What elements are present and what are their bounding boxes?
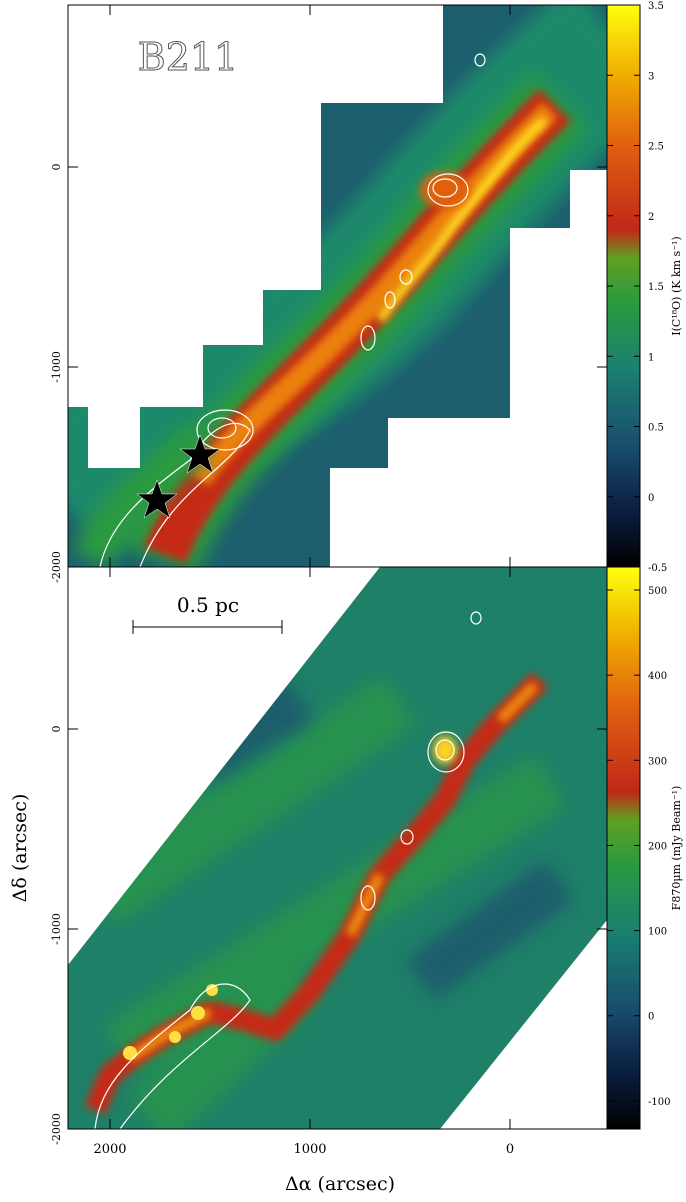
y-axis-label: Δδ (arcsec) xyxy=(9,794,31,903)
colorbar-bottom xyxy=(606,566,641,1130)
colorbar-tick-label: 0 xyxy=(648,1012,654,1023)
scale-bar xyxy=(132,620,283,634)
colorbar-tick-label: 0.5 xyxy=(648,423,664,434)
colorbar-label: F870μm (mJy Beam⁻¹) xyxy=(670,786,683,911)
colorbar-tick-label: 1 xyxy=(648,352,654,363)
colorbar-tick-label: 0 xyxy=(648,493,654,504)
x-tick-label: 0 xyxy=(506,1142,514,1157)
colorbar-label: I(C¹⁸O) (K km s⁻¹) xyxy=(670,236,683,335)
y-tick-label: 0 xyxy=(50,164,63,171)
y-tick-label: -1000 xyxy=(50,351,63,383)
map-bottom xyxy=(68,567,607,1129)
map-top xyxy=(68,5,607,567)
y-tick-label: -1000 xyxy=(50,913,63,945)
scale-label: 0.5 pc xyxy=(177,593,239,617)
x-axis-label: Δα (arcsec) xyxy=(285,1173,395,1195)
colorbar-tick-label: 2 xyxy=(648,212,654,223)
colorbar-tick-label: 1.5 xyxy=(648,282,664,293)
colorbar-tick-label: -0.5 xyxy=(648,563,667,574)
colorbar-tick-label: 2.5 xyxy=(648,142,664,153)
y-tick-label: 0 xyxy=(50,726,63,733)
y-tick-label: -2000 xyxy=(50,551,63,583)
colorbar-tick-label: 400 xyxy=(648,671,667,682)
colorbar-tick-label: -100 xyxy=(648,1097,670,1108)
colorbar-tick-label: 3 xyxy=(648,71,654,82)
panel-label: B211 xyxy=(138,35,238,79)
colorbar-tick-label: 100 xyxy=(648,927,667,938)
x-tick-label: 1000 xyxy=(293,1142,326,1157)
colorbar-tick-label: 300 xyxy=(648,756,667,767)
colorbar-tick-label: 200 xyxy=(648,841,667,852)
x-tick-label: 2000 xyxy=(93,1142,126,1157)
colorbar-tick-label: 3.5 xyxy=(648,1,664,12)
colorbar-tick-label: 500 xyxy=(648,586,667,597)
y-tick-label: -2000 xyxy=(50,1113,63,1145)
